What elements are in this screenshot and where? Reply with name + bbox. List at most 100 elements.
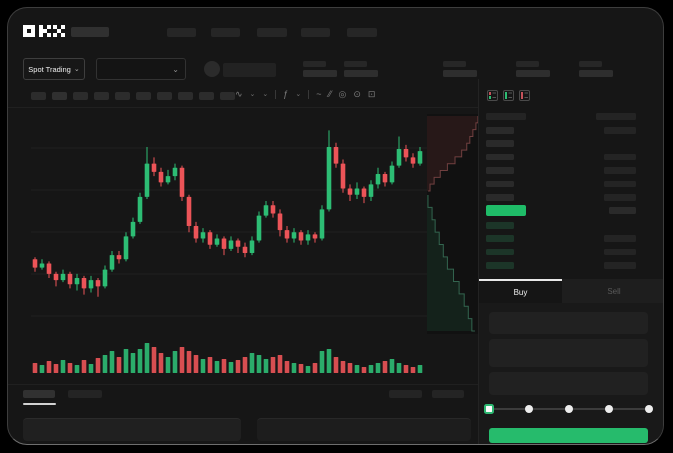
total-input[interactable]: [489, 372, 648, 395]
market-type-dropdown[interactable]: Spot Trading ⌄: [23, 58, 85, 80]
chevron-down-icon: ⌄: [73, 66, 80, 73]
screenshot-icon[interactable]: ◎: [338, 89, 347, 99]
amount-placeholder: [604, 194, 636, 201]
slider-stop[interactable]: [605, 405, 613, 413]
depth-chart: [427, 114, 479, 334]
order-book-row[interactable]: [479, 262, 663, 269]
chart-type-icon[interactable]: ∿: [235, 89, 243, 99]
amount-placeholder: [604, 167, 636, 174]
timeframe-button[interactable]: [31, 92, 46, 100]
timeframe-button[interactable]: [178, 92, 193, 100]
order-book-row[interactable]: [479, 222, 663, 229]
nav-item[interactable]: [257, 28, 287, 37]
orders-empty-panel: [23, 418, 241, 441]
ticker-stat: [303, 60, 343, 80]
indicators-chevron-icon[interactable]: ⌄: [295, 91, 302, 98]
orders-tab[interactable]: [68, 390, 102, 398]
timeframe-button[interactable]: [73, 92, 88, 100]
divider: [308, 90, 310, 99]
line-tool-icon[interactable]: ~: [316, 89, 322, 99]
amount-placeholder: [604, 180, 636, 188]
price-placeholder: [486, 140, 514, 147]
price-column-header: [486, 113, 526, 120]
amount-placeholder: [604, 235, 636, 242]
market-type-label: Spot Trading: [28, 64, 71, 74]
divider: [8, 384, 478, 385]
timeframe-button[interactable]: [136, 92, 151, 100]
active-tab-indicator: [23, 403, 56, 405]
amount-column-header: [596, 113, 636, 120]
app-window: Spot Trading ⌄ ⌄ ∿ ⌄ ⌄ ƒ ⌄ ~ ⁄⁄ ◎ ⊙ ⊡: [7, 7, 664, 445]
price-placeholder: [486, 194, 514, 201]
volume-chart: [32, 343, 423, 373]
amount-placeholder: [604, 262, 636, 269]
amount-placeholder: [604, 248, 636, 256]
slider-handle-active[interactable]: [484, 403, 494, 414]
buy-submit-button[interactable]: [489, 428, 648, 443]
order-book-row[interactable]: [479, 127, 663, 134]
order-book-row[interactable]: [479, 153, 663, 161]
depth-chart-svg: [427, 116, 479, 332]
timeframe-button[interactable]: [94, 92, 109, 100]
orders-empty-panel: [257, 418, 471, 441]
pair-name-placeholder: [223, 63, 276, 77]
pair-logo-avatar: [204, 61, 220, 77]
fullscreen-icon[interactable]: ⊡: [367, 89, 376, 99]
amount-placeholder: [604, 127, 636, 134]
compare-chevron-icon[interactable]: ⌄: [262, 91, 269, 98]
header-search-placeholder[interactable]: [71, 27, 109, 37]
ticker-stat: [516, 60, 556, 80]
price-placeholder: [486, 235, 514, 242]
price-placeholder: [486, 222, 514, 229]
book-bids-icon[interactable]: [503, 90, 514, 101]
slider-stop[interactable]: [565, 405, 573, 413]
candlestick-chart[interactable]: [31, 112, 427, 340]
chart-type-chevron-icon[interactable]: ⌄: [249, 91, 256, 98]
divider: [275, 90, 277, 99]
nav-item[interactable]: [167, 28, 196, 37]
ticker-stat: [344, 60, 384, 80]
settings-icon[interactable]: ⊙: [353, 89, 361, 99]
slider-stop[interactable]: [645, 405, 653, 413]
timeframe-button[interactable]: [220, 92, 235, 100]
nav-item[interactable]: [211, 28, 240, 37]
timeframe-button[interactable]: [199, 92, 214, 100]
order-book-row[interactable]: [479, 140, 663, 147]
nav-item[interactable]: [301, 28, 330, 37]
okx-logo: [23, 25, 65, 37]
timeframe-button[interactable]: [157, 92, 172, 100]
drawing-tool-icon[interactable]: ⁄⁄: [328, 89, 332, 99]
indicators-icon[interactable]: ƒ: [283, 89, 289, 99]
order-book-row[interactable]: [479, 235, 663, 242]
order-book-panel: Buy Sell: [478, 79, 663, 444]
last-price-badge[interactable]: [486, 205, 526, 216]
amount-percent-slider[interactable]: [484, 403, 653, 415]
trade-tabs: Buy Sell: [479, 279, 663, 303]
timeframe-button[interactable]: [52, 92, 67, 100]
nav-item[interactable]: [347, 28, 377, 37]
order-book-row[interactable]: [479, 194, 663, 201]
orders-tab-active[interactable]: [23, 390, 55, 398]
slider-stop[interactable]: [525, 405, 533, 413]
divider: [8, 107, 478, 108]
book-asks-icon[interactable]: [519, 90, 530, 101]
symbol-dropdown[interactable]: ⌄: [96, 58, 186, 80]
orders-filter-placeholder[interactable]: [432, 390, 464, 398]
tab-buy[interactable]: Buy: [479, 279, 562, 303]
timeframe-button[interactable]: [115, 92, 130, 100]
price-placeholder: [486, 167, 514, 174]
orders-filter-placeholder[interactable]: [389, 390, 422, 398]
price-placeholder: [486, 262, 514, 269]
price-placeholder: [486, 180, 514, 188]
chevron-down-icon: ⌄: [172, 64, 179, 74]
order-book-row[interactable]: [479, 248, 663, 256]
amount-input[interactable]: [489, 339, 648, 367]
order-book-row[interactable]: [479, 167, 663, 174]
ticker-stat: [443, 60, 483, 80]
price-placeholder: [486, 127, 514, 134]
price-input[interactable]: [489, 312, 648, 334]
book-all-icon[interactable]: [487, 90, 498, 101]
tab-sell[interactable]: Sell: [562, 279, 663, 303]
order-book-row[interactable]: [479, 180, 663, 188]
